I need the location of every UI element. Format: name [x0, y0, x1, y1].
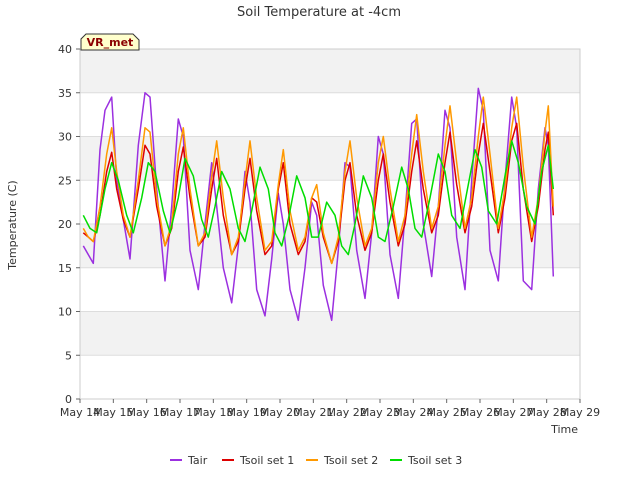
- station-badge: VR_met: [80, 33, 140, 51]
- x-tick-label: May 18: [193, 406, 233, 419]
- series-line-tair: [82, 87, 555, 322]
- grid-band: [80, 267, 580, 312]
- legend-label: Tsoil set 3: [407, 454, 462, 467]
- station-badge-label: VR_met: [87, 36, 134, 49]
- x-tick-label: May 23: [360, 406, 400, 419]
- y-tick-label: 25: [58, 174, 72, 187]
- grid-band: [80, 311, 580, 356]
- y-tick-label: 40: [58, 43, 72, 56]
- legend-label: Tair: [187, 454, 208, 467]
- x-tick-label: May 26: [460, 406, 500, 419]
- plot-area: [79, 48, 581, 400]
- x-tick-label: May 14: [60, 406, 100, 419]
- legend: Tair Tsoil set 1 Tsoil set 2 Tsoil set 3: [170, 454, 462, 467]
- x-tick-label: May 27: [493, 406, 533, 419]
- x-tick-label: May 28: [527, 406, 567, 419]
- x-tick-label: May 24: [393, 406, 433, 419]
- y-tick-label: 35: [58, 87, 72, 100]
- x-tick-label: May 22: [327, 406, 367, 419]
- grid-band: [80, 355, 580, 399]
- chart-title: Soil Temperature at -4cm: [237, 5, 401, 20]
- x-tick-label: May 21: [293, 406, 333, 419]
- x-tick-label: May 17: [160, 406, 200, 419]
- y-axis: 0 5 10 15 20 25 30 35 40: [58, 43, 80, 406]
- x-tick-label: May 29: [560, 406, 600, 419]
- y-tick-label: 20: [58, 218, 72, 231]
- x-tick-label: May 16: [127, 406, 167, 419]
- series-line-tsoil-set-2: [82, 96, 555, 265]
- grid-band: [80, 49, 580, 93]
- grid-band: [80, 92, 580, 137]
- grid-band: [80, 224, 580, 268]
- x-axis-label: Time: [550, 423, 578, 436]
- y-tick-label: 10: [58, 306, 72, 319]
- y-tick-label: 0: [65, 393, 72, 406]
- series-line-tsoil-set-3: [82, 140, 555, 256]
- y-tick-label: 30: [58, 131, 72, 144]
- y-tick-label: 15: [58, 262, 72, 275]
- x-tick-label: May 19: [227, 406, 267, 419]
- y-axis-label: Temperature (C): [6, 180, 19, 270]
- legend-label: Tsoil set 2: [323, 454, 378, 467]
- y-tick-label: 5: [65, 349, 72, 362]
- grid-band: [80, 136, 580, 181]
- x-tick-label: May 20: [260, 406, 300, 419]
- series-line-tsoil-set-1: [82, 122, 555, 265]
- legend-label: Tsoil set 1: [239, 454, 294, 467]
- x-tick-label: May 25: [427, 406, 467, 419]
- x-tick-label: May 15: [93, 406, 133, 419]
